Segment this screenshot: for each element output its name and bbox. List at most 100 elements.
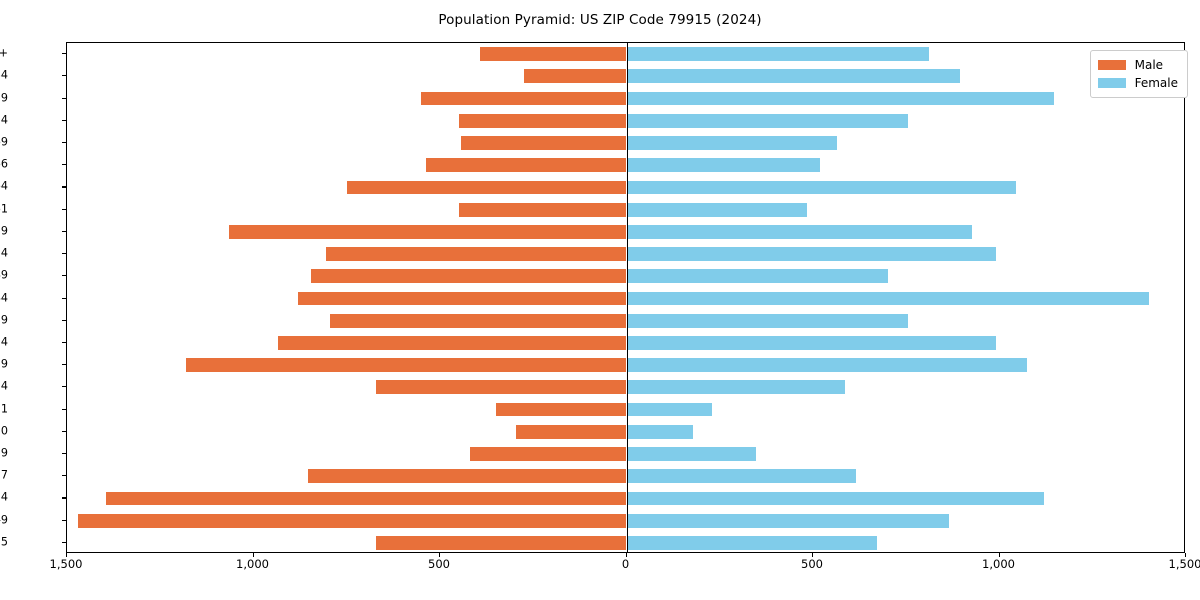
bar-male xyxy=(420,91,627,106)
x-axis-tick-label: 500 xyxy=(801,557,823,571)
y-axis-tick xyxy=(62,430,66,432)
bar-female xyxy=(626,69,961,84)
legend-label-female: Female xyxy=(1134,76,1178,90)
bar-group xyxy=(67,136,1184,150)
bar-group xyxy=(67,447,1184,461)
bar-group xyxy=(67,313,1184,328)
center-axis-line xyxy=(626,43,628,552)
y-axis-tick xyxy=(62,97,66,99)
y-axis-tick-label: 20 xyxy=(0,424,8,438)
bar-female xyxy=(626,491,1045,506)
bar-male xyxy=(461,136,627,150)
bar-group xyxy=(67,202,1184,217)
bar-female xyxy=(626,380,845,395)
y-axis-tick xyxy=(62,141,66,144)
chart-legend: Male Female xyxy=(1089,50,1188,98)
x-axis-tick xyxy=(439,553,441,557)
bar-group xyxy=(67,158,1184,173)
bar-group xyxy=(67,269,1184,284)
bar-female xyxy=(626,247,996,261)
bar-female xyxy=(626,424,693,439)
bar-female xyxy=(626,91,1054,106)
bar-female xyxy=(626,336,996,350)
bar-male xyxy=(326,247,627,261)
y-axis-tick-label: 22-24 xyxy=(0,379,8,393)
y-axis-tick xyxy=(62,519,66,521)
bar-male xyxy=(375,380,627,395)
bar-group xyxy=(67,380,1184,395)
x-axis-tick-label: 500 xyxy=(428,557,450,571)
bar-group xyxy=(67,491,1184,506)
bar-female xyxy=(626,47,929,61)
bar-group xyxy=(67,180,1184,195)
bar-female xyxy=(626,402,712,417)
y-axis-tick xyxy=(62,297,66,299)
y-axis-tick xyxy=(62,275,66,277)
y-axis-tick-label: Under 5 xyxy=(0,535,8,549)
bar-female xyxy=(626,158,821,173)
y-axis-tick xyxy=(62,541,66,543)
y-axis-tick-label: 65-66 xyxy=(0,157,8,171)
y-axis-tick-label: 67-69 xyxy=(0,135,8,149)
x-axis-tick-label: 1,500 xyxy=(49,557,83,571)
bar-male xyxy=(479,47,627,61)
bar-female xyxy=(626,269,888,284)
x-axis-tick xyxy=(998,553,1000,557)
x-axis-tick-label: 1,000 xyxy=(982,557,1015,571)
bar-group xyxy=(67,291,1184,306)
bar-male xyxy=(78,513,627,528)
bar-group xyxy=(67,402,1184,417)
bar-male xyxy=(277,336,627,350)
bar-female xyxy=(626,202,808,217)
x-axis-tick-label: 1,000 xyxy=(236,557,269,571)
bar-female xyxy=(626,113,909,128)
y-axis-tick xyxy=(62,253,66,255)
y-axis-tick xyxy=(62,386,66,388)
bar-female xyxy=(626,447,757,461)
bar-male xyxy=(523,69,627,84)
bar-male xyxy=(426,158,627,173)
bar-female xyxy=(626,136,838,150)
bar-group xyxy=(67,536,1184,550)
x-axis-tick xyxy=(252,553,254,557)
legend-label-male: Male xyxy=(1134,58,1164,72)
y-axis-tick xyxy=(62,164,66,166)
bar-female xyxy=(626,291,1149,306)
x-axis-tick xyxy=(625,553,627,557)
bar-male xyxy=(347,180,627,195)
bar-male xyxy=(375,536,627,550)
bar-male xyxy=(229,224,627,239)
bar-female xyxy=(626,180,1017,195)
y-axis-tick-label: 21 xyxy=(0,402,8,416)
x-axis-tick-label: 1,500 xyxy=(1168,557,1200,571)
bar-female xyxy=(626,224,972,239)
bar-male xyxy=(459,202,627,217)
bar-group xyxy=(67,69,1184,84)
bar-male xyxy=(298,291,627,306)
legend-item-female[interactable]: Female xyxy=(1097,74,1178,92)
y-axis-tick-label: 85+ xyxy=(0,46,8,60)
y-axis-tick xyxy=(62,186,66,188)
bar-group xyxy=(67,113,1184,128)
y-axis-tick-label: 50-54 xyxy=(0,246,8,260)
y-axis-tick xyxy=(62,475,66,477)
x-axis-tick xyxy=(1185,553,1187,557)
y-axis-tick-label: 18-19 xyxy=(0,446,8,460)
y-axis-tick-label: 40-44 xyxy=(0,291,8,304)
bar-group xyxy=(67,469,1184,484)
bar-male xyxy=(106,491,627,506)
y-axis-tick-label: 62-64 xyxy=(0,179,8,193)
bar-group xyxy=(67,247,1184,261)
y-axis-tick xyxy=(62,230,66,232)
y-axis-tick-label: 80-84 xyxy=(0,68,8,82)
y-axis-tick xyxy=(62,453,66,455)
y-axis-tick xyxy=(62,53,66,55)
bar-group xyxy=(67,47,1184,61)
legend-swatch-female xyxy=(1097,78,1126,88)
y-axis-tick xyxy=(62,364,66,366)
y-axis-tick xyxy=(62,208,66,210)
bar-female xyxy=(626,469,856,484)
legend-item-male[interactable]: Male xyxy=(1097,56,1178,74)
y-axis-tick xyxy=(62,408,66,410)
